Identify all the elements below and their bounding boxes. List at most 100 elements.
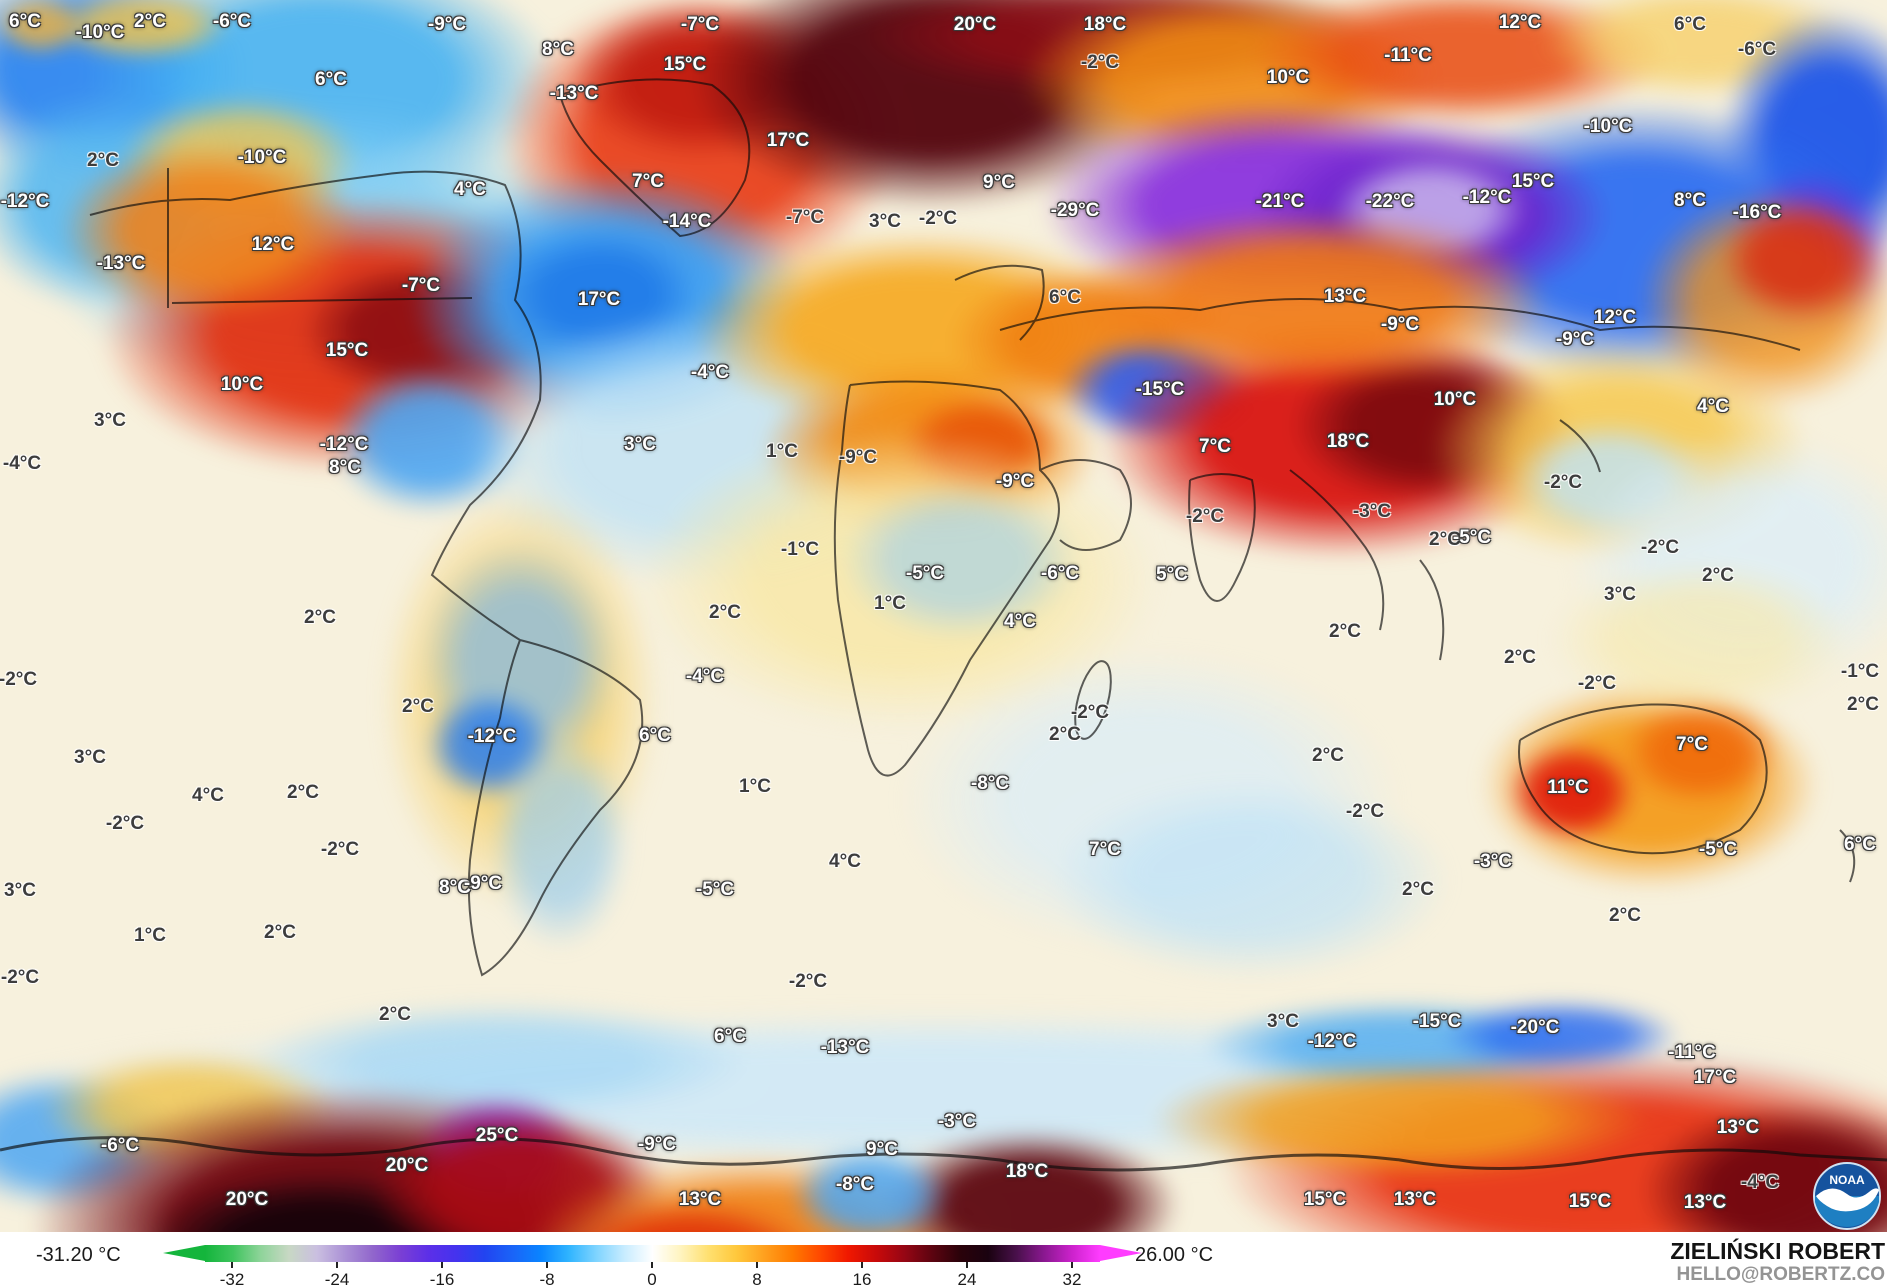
temperature-label: 6°C	[639, 725, 671, 746]
colorbar-tick-mark	[231, 1262, 233, 1268]
temperature-label: -3°C	[937, 1111, 977, 1132]
temperature-label: 1°C	[134, 925, 166, 946]
temperature-label: -9°C	[838, 447, 878, 468]
temperature-label: 6°C	[9, 11, 41, 32]
colorbar-tick-label: 16	[852, 1270, 872, 1287]
temperature-label: 13°C	[678, 1189, 722, 1210]
temperature-label: -2°C	[1080, 52, 1120, 73]
colorbar-tick-mark	[861, 1262, 863, 1268]
temperature-label: 4°C	[192, 785, 224, 806]
temperature-label: 18°C	[1083, 14, 1127, 35]
temperature-label: 25°C	[475, 1125, 519, 1146]
temperature-label: -9°C	[995, 471, 1035, 492]
temperature-field-blob	[1050, 780, 1450, 980]
temperature-label: -6°C	[212, 11, 252, 32]
temperature-label: -15°C	[1412, 1011, 1462, 1032]
temperature-label: 12°C	[1593, 307, 1637, 328]
temperature-label: -2°C	[0, 669, 38, 690]
temperature-label: -4°C	[690, 362, 730, 383]
temperature-label: 15°C	[325, 340, 369, 361]
temperature-label: -6°C	[100, 1135, 140, 1156]
temperature-label: -15°C	[1135, 379, 1185, 400]
colorbar-strip: -31.20 °C 26.00 °C -32 -24 -16 -8 0 8 16 24 32	[0, 1232, 1887, 1287]
temperature-label: 7°C	[632, 171, 664, 192]
temperature-label: 5°C	[1156, 564, 1188, 585]
temperature-label: -13°C	[96, 253, 146, 274]
temperature-label: 1°C	[766, 441, 798, 462]
temperature-label: 12°C	[251, 234, 295, 255]
temperature-label: 17°C	[577, 289, 621, 310]
temperature-label: 6°C	[714, 1026, 746, 1047]
temperature-label: 3°C	[94, 410, 126, 431]
colorbar-tick-mark	[651, 1262, 653, 1268]
temperature-label: -1°C	[780, 539, 820, 560]
temperature-label: -9°C	[427, 14, 467, 35]
colorbar-tick-label: -32	[219, 1270, 245, 1287]
colorbar-gradient	[205, 1245, 1100, 1262]
temperature-label: 17°C	[1693, 1067, 1737, 1088]
temperature-label: 2°C	[1847, 694, 1879, 715]
temperature-label: -12°C	[467, 726, 517, 747]
noaa-logo-text: NOAA	[1829, 1173, 1865, 1187]
temperature-label: -5°C	[1698, 839, 1738, 860]
temperature-label: 13°C	[1716, 1117, 1760, 1138]
colorbar-right-arrow	[1100, 1245, 1142, 1261]
temperature-label: -8°C	[970, 773, 1010, 794]
colorbar-tick-label: 24	[957, 1270, 977, 1287]
colorbar-max-value: 26.00 °C	[1135, 1244, 1214, 1266]
temperature-label: -4°C	[685, 666, 725, 687]
temperature-label: 2°C	[1609, 905, 1641, 926]
temperature-label: 2°C	[1702, 565, 1734, 586]
temperature-label: 3°C	[1604, 584, 1636, 605]
temperature-label: -2°C	[320, 839, 360, 860]
temperature-label: 11°C	[1547, 777, 1589, 798]
temperature-label: -6°C	[1040, 563, 1080, 584]
temperature-label: 3°C	[869, 211, 901, 232]
temperature-label: -4°C	[1740, 1172, 1780, 1193]
colorbar-tick-mark	[441, 1262, 443, 1268]
temperature-label: 7°C	[1199, 436, 1231, 457]
colorbar-tick-mark	[966, 1262, 968, 1268]
temperature-label: -2°C	[1345, 801, 1385, 822]
temperature-label: 6°C	[1844, 834, 1876, 855]
temperature-label: -9°C	[637, 1134, 677, 1155]
temperature-label: -2°C	[1577, 673, 1617, 694]
temperature-label: -10°C	[75, 22, 125, 43]
temperature-label: 8°C	[542, 39, 574, 60]
temperature-labels-layer: 6°C -10°C 2°C -6°C -9°C 8°C 6°C -13°C -7°C 20°C 18…	[0, 11, 1879, 1213]
temperature-label: 2°C	[709, 602, 741, 623]
temperature-label: -11°C	[1384, 45, 1432, 66]
temperature-label: 4°C	[454, 179, 486, 200]
temperature-label: -2°C	[1543, 472, 1583, 493]
temperature-label: 2°C	[1049, 724, 1081, 745]
temperature-label: -14°C	[662, 211, 712, 232]
temperature-label: 20°C	[385, 1155, 429, 1176]
temperature-label: -11°C	[1668, 1042, 1716, 1063]
temperature-label: 18°C	[1326, 431, 1370, 452]
temperature-label: 2°C	[87, 150, 119, 171]
temperature-label: 4°C	[1697, 396, 1729, 417]
temperature-label: -9°C	[1380, 314, 1420, 335]
temperature-label: -16°C	[1732, 202, 1782, 223]
attribution: ZIELIŃSKI ROBERT HELLO@ROBERTZ.CO	[1670, 1238, 1885, 1286]
temperature-label: -2°C	[105, 813, 145, 834]
temperature-label: -4°C	[2, 453, 42, 474]
colorbar-tick-mark	[336, 1262, 338, 1268]
temperature-label: -2°C	[0, 967, 40, 988]
temperature-label: 9°C	[983, 172, 1015, 193]
colorbar-tick-mark	[756, 1262, 758, 1268]
colorbar-tick-label: -24	[324, 1270, 350, 1287]
colorbar-tick-label: 0	[647, 1270, 657, 1287]
temperature-label: -3°C	[1352, 501, 1392, 522]
temperature-label: -2°C	[788, 971, 828, 992]
temperature-label: 3°C	[624, 434, 656, 455]
temperature-label: -12°C	[1307, 1031, 1357, 1052]
temperature-label: 10°C	[1266, 67, 1310, 88]
temperature-label: -5°C	[1452, 527, 1492, 548]
colorbar-left-arrow	[163, 1245, 205, 1261]
temperature-label: 2°C	[304, 607, 336, 628]
temperature-label: -7°C	[680, 14, 720, 35]
temperature-label: 4°C	[829, 851, 861, 872]
temperature-label: -3°C	[1473, 851, 1513, 872]
temperature-label: 2°C	[1312, 745, 1344, 766]
